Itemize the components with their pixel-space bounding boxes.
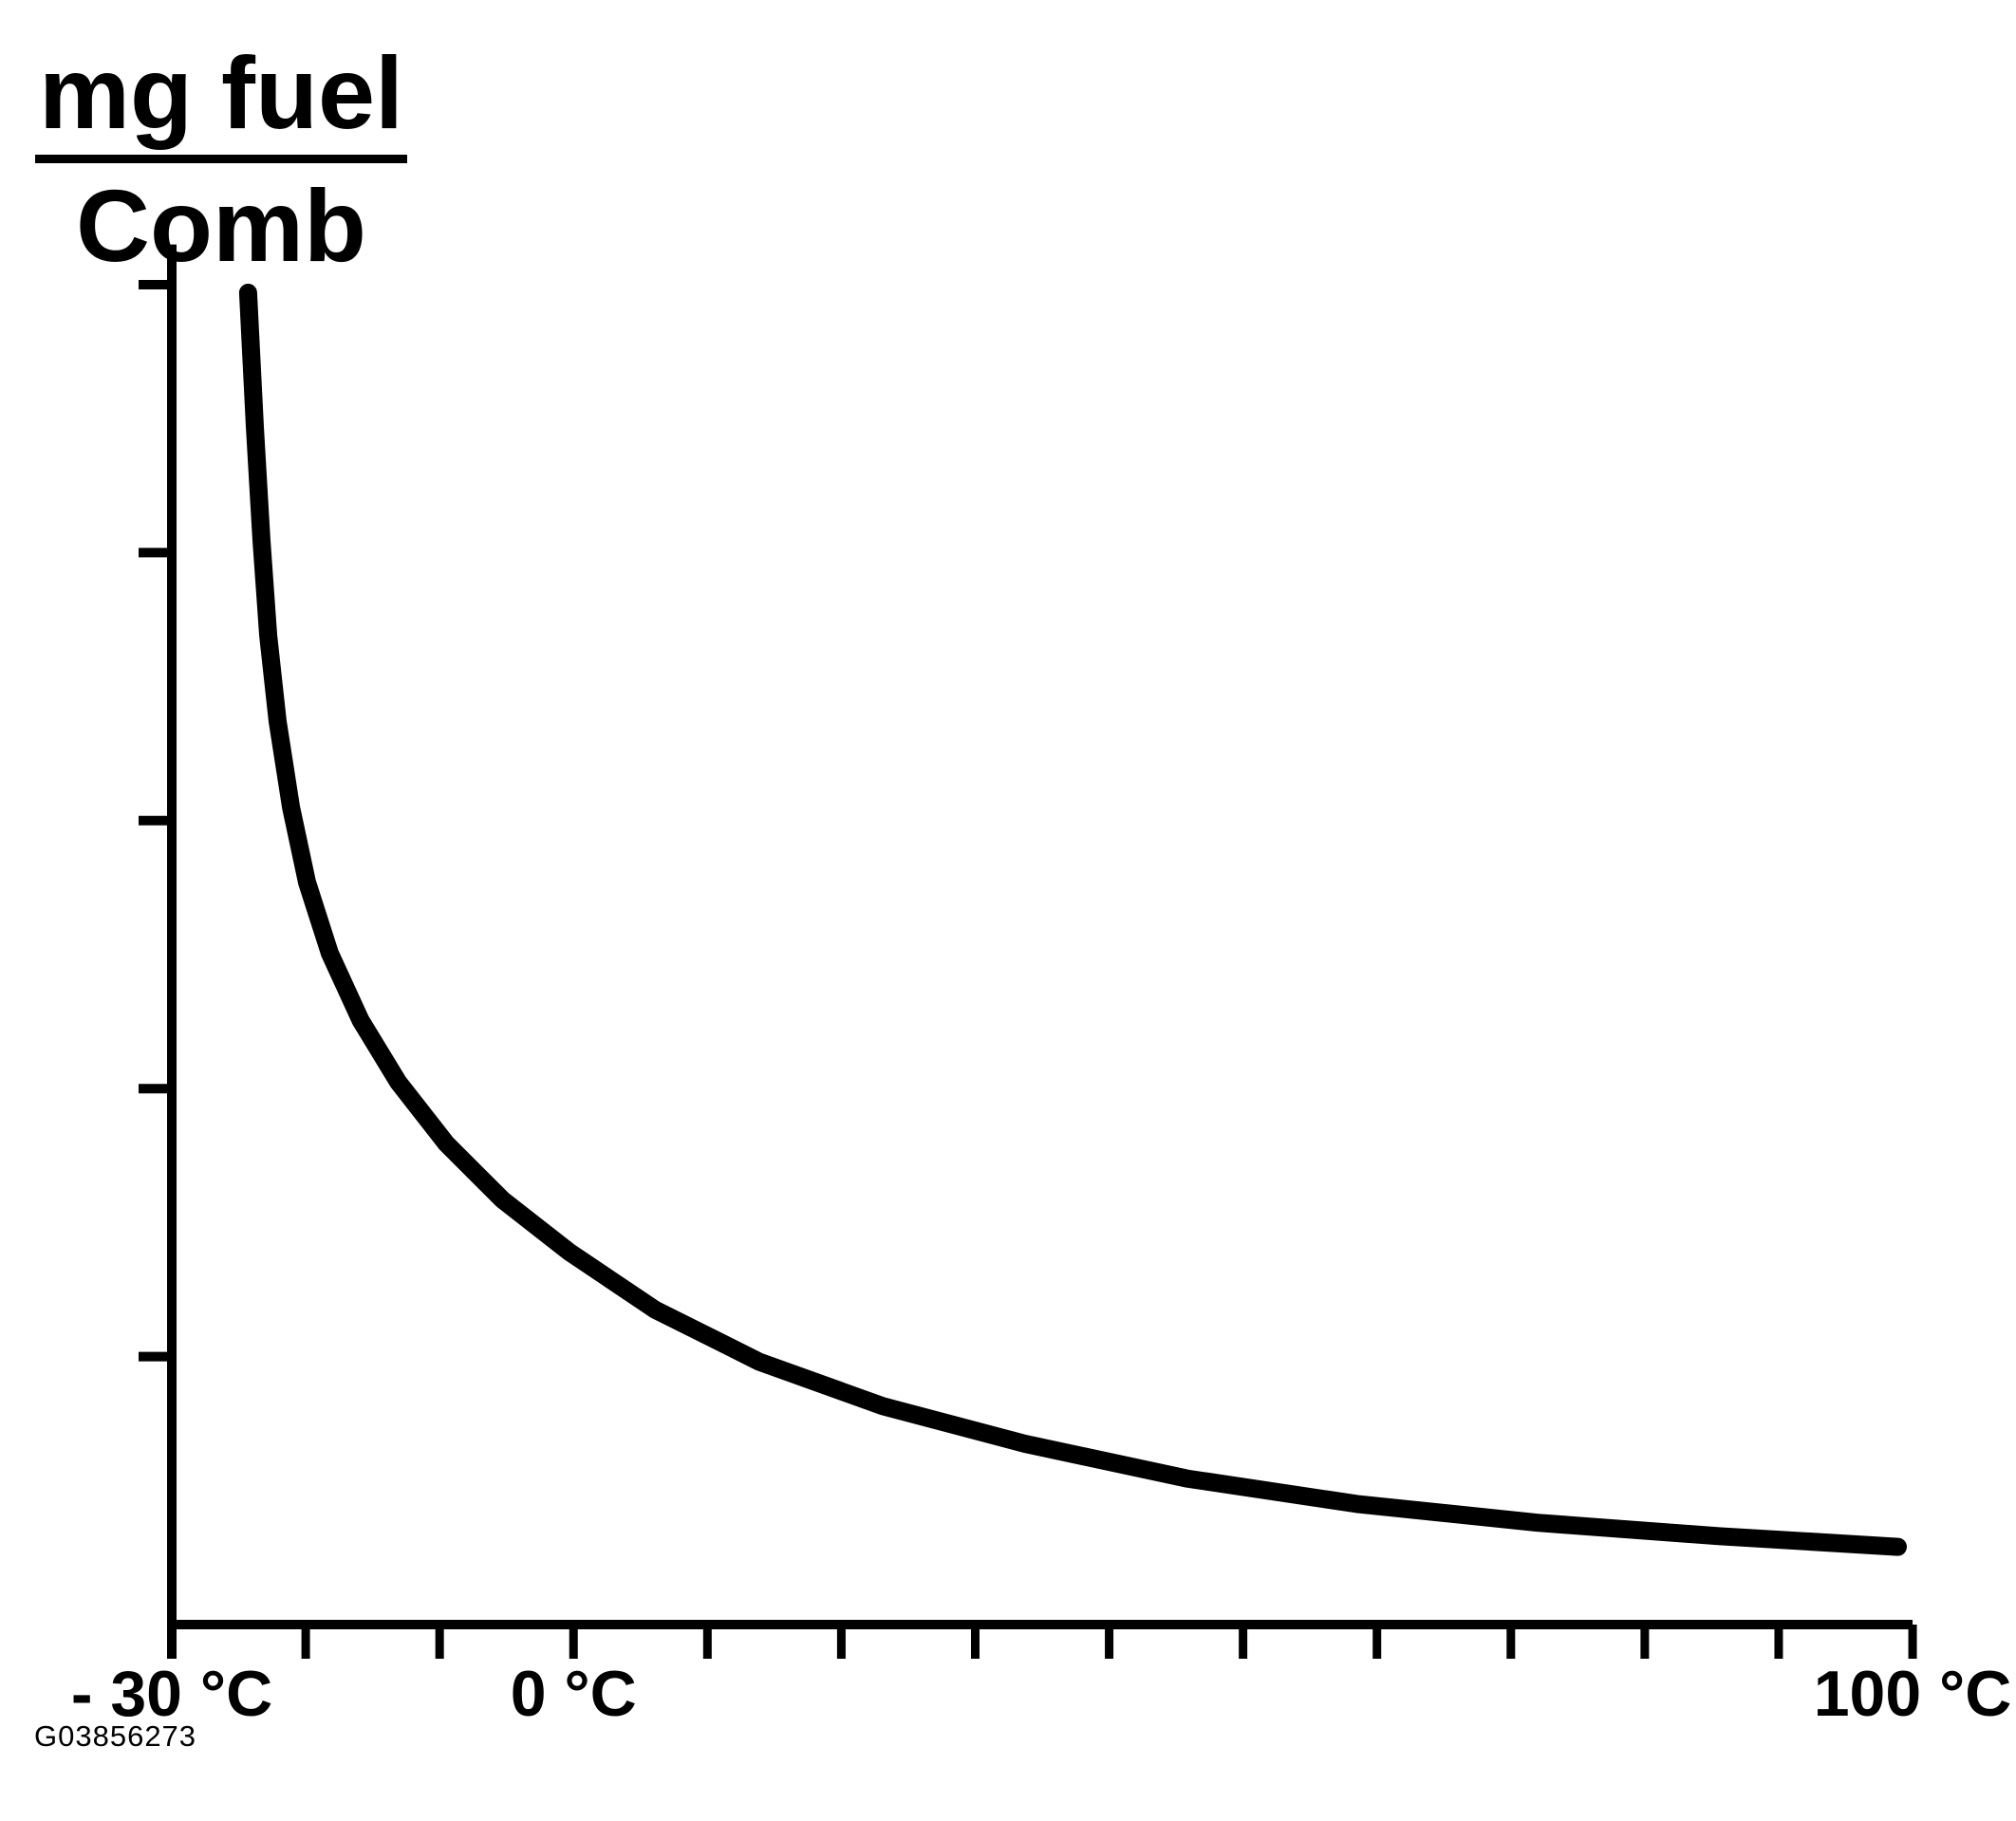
figure-id-label: G03856273 <box>34 1719 197 1753</box>
injected-fuel-mass-vs-temperature <box>238 284 1907 1556</box>
x-axis-tick-label: 100 °C <box>1814 1658 2012 1730</box>
x-axis-tick-label: 0 °C <box>511 1658 637 1730</box>
y-axis-unit-denominator: Comb <box>76 167 366 283</box>
y-axis-unit-label: mg fuel Comb <box>35 35 408 284</box>
x-axis-tick-label: - 30 °C <box>71 1658 272 1730</box>
y-axis-unit-numerator: mg fuel <box>35 35 408 163</box>
